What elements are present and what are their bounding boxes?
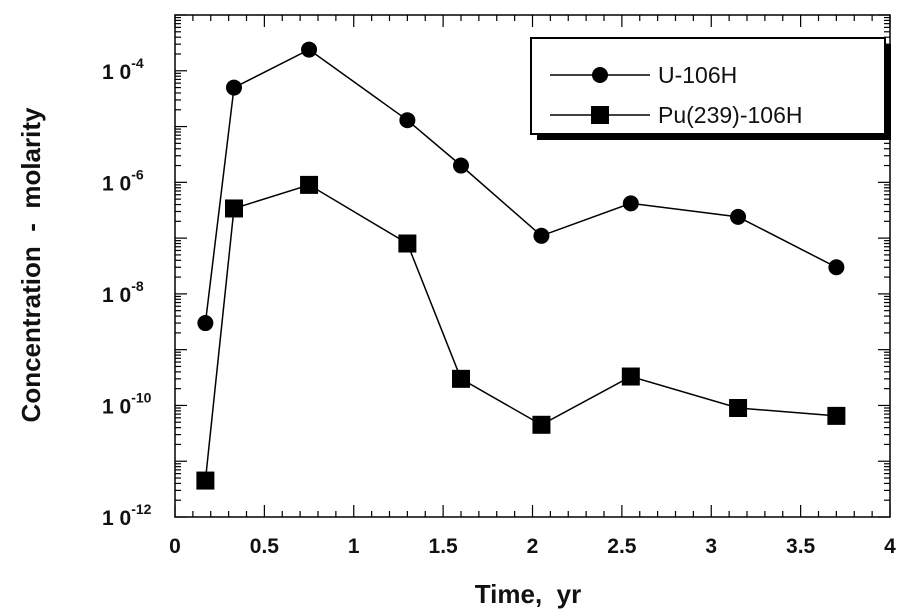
- legend-label-u-106h: U-106H: [658, 62, 737, 88]
- x-tick-label: 3.5: [786, 535, 816, 558]
- data-point-pu-239-106h: [729, 398, 748, 417]
- legend-marker-circle-icon: [592, 67, 608, 83]
- data-point-u-106h: [730, 208, 747, 225]
- data-point-u-106h: [399, 112, 416, 129]
- x-tick-label: 0: [169, 535, 181, 558]
- data-point-pu-239-106h: [532, 415, 551, 434]
- x-axis-title: Time, yr: [475, 579, 581, 609]
- data-point-u-106h: [225, 79, 242, 96]
- data-point-pu-239-106h: [300, 175, 319, 194]
- x-tick-label: 0.5: [250, 535, 280, 558]
- data-point-pu-239-106h: [452, 369, 470, 388]
- data-point-pu-239-106h: [621, 367, 640, 386]
- x-tick-label: 2.5: [607, 535, 637, 558]
- data-point-u-106h: [533, 227, 550, 244]
- y-axis-title: Concentration - molarity: [16, 107, 46, 422]
- x-tick-label: 3: [705, 535, 717, 558]
- series-line-pu-239-106h: [204, 184, 837, 481]
- series-layer: [196, 41, 846, 490]
- data-point-u-106h: [197, 315, 214, 332]
- legend-box: [530, 37, 886, 135]
- x-tick-labels: 0 0.5 1 1.5 2 2.5 3 3.5 4: [169, 535, 896, 558]
- x-tick-label: 1: [348, 535, 360, 558]
- x-tick-label: 4: [884, 535, 896, 558]
- data-point-u-106h: [453, 157, 469, 174]
- x-tick-label: 1.5: [429, 535, 459, 558]
- data-point-pu-239-106h: [827, 406, 846, 425]
- series-u-106h: [197, 41, 845, 332]
- y-tick-labels: 1 0-4 1 0-6 1 0-8 1 0-10 1 0-12: [102, 55, 152, 530]
- y-tick-label: 1 0-10: [102, 389, 152, 418]
- series-pu-239-106h: [196, 175, 846, 490]
- data-point-pu-239-106h: [398, 234, 417, 253]
- axis-ticks: [174, 14, 891, 518]
- y-tick-label: 1 0-12: [102, 501, 152, 530]
- legend-marker-square-icon: [591, 106, 609, 124]
- legend-label-pu-239-106h: Pu(239)-106H: [658, 102, 802, 128]
- y-tick-label: 1 0-8: [102, 278, 144, 307]
- y-tick-label: 1 0-6: [102, 166, 144, 195]
- data-point-u-106h: [301, 41, 318, 58]
- data-point-pu-239-106h: [196, 471, 215, 490]
- data-point-u-106h: [828, 259, 845, 276]
- legend-entry-u-106h: U-106H: [550, 62, 737, 88]
- y-tick-label: 1 0-4: [102, 55, 144, 84]
- data-point-pu-239-106h: [224, 199, 243, 218]
- legend-entry-pu-239-106h: Pu(239)-106H: [550, 102, 802, 128]
- legend: U-106H Pu(239)-106H: [530, 37, 891, 140]
- x-tick-label: 2: [527, 535, 539, 558]
- data-point-u-106h: [622, 195, 639, 212]
